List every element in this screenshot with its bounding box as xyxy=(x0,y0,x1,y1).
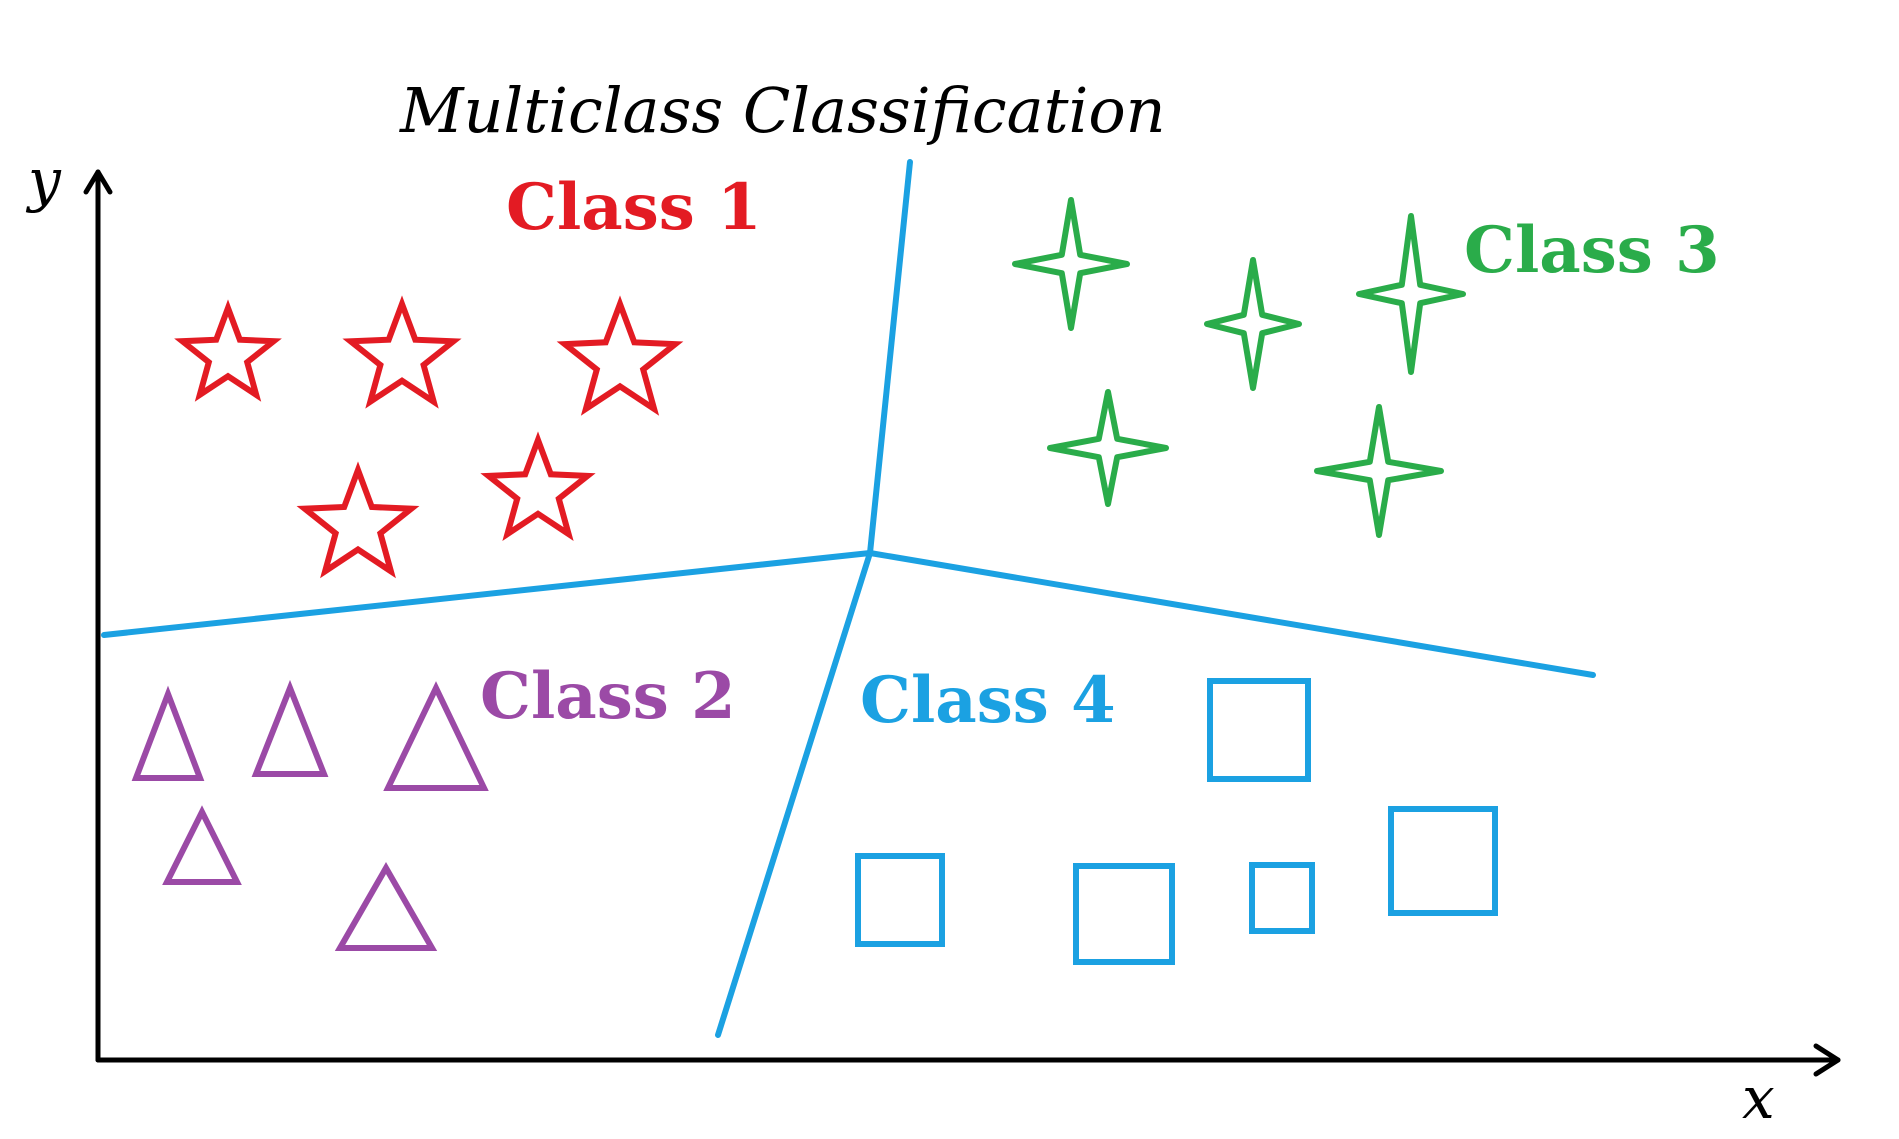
axes xyxy=(83,169,1841,1077)
class-2-markers xyxy=(131,679,489,951)
class-3-label: Class 3 xyxy=(1464,213,1720,288)
square-icon xyxy=(855,853,945,947)
class-3-markers xyxy=(1012,197,1466,538)
boundary-line-1-3 xyxy=(867,159,913,556)
class-4-label: Class 4 xyxy=(860,663,1116,738)
triangle-icon xyxy=(251,679,329,777)
triangle-icon xyxy=(131,685,205,781)
four-point-star-icon xyxy=(1204,257,1302,391)
class-1-label: Class 1 xyxy=(506,170,762,245)
square-icon xyxy=(1073,863,1175,965)
four-point-star-icon xyxy=(1356,213,1466,375)
four-point-star-icon xyxy=(1314,404,1444,538)
square-icon xyxy=(1388,806,1498,916)
star-icon xyxy=(342,295,462,409)
x-axis-arrowhead xyxy=(1813,1043,1841,1077)
boundary-line-1-2 xyxy=(101,550,873,638)
star-icon xyxy=(174,299,282,402)
class-2-label: Class 2 xyxy=(480,659,736,734)
x-axis-label: x xyxy=(1742,1064,1775,1132)
square-icon xyxy=(1207,678,1311,782)
triangle-icon xyxy=(383,681,489,791)
four-point-star-icon xyxy=(1012,197,1130,331)
star-icon xyxy=(556,295,684,416)
four-point-star-icon xyxy=(1047,389,1169,507)
star-icon xyxy=(296,461,420,579)
class-4-markers xyxy=(855,678,1498,965)
boundary-line-3-4 xyxy=(867,550,1596,678)
diagram-title: Multiclass Classification xyxy=(399,74,1166,147)
square-icon xyxy=(1249,862,1315,934)
y-axis-arrowhead xyxy=(83,169,113,195)
class-1-markers xyxy=(174,295,684,579)
triangle-icon xyxy=(162,805,242,885)
star-icon xyxy=(480,431,596,542)
triangle-icon xyxy=(334,861,438,951)
boundary-line-2-4 xyxy=(715,550,873,1038)
y-axis-label: y xyxy=(25,146,62,214)
decision-boundaries xyxy=(101,159,1596,1038)
